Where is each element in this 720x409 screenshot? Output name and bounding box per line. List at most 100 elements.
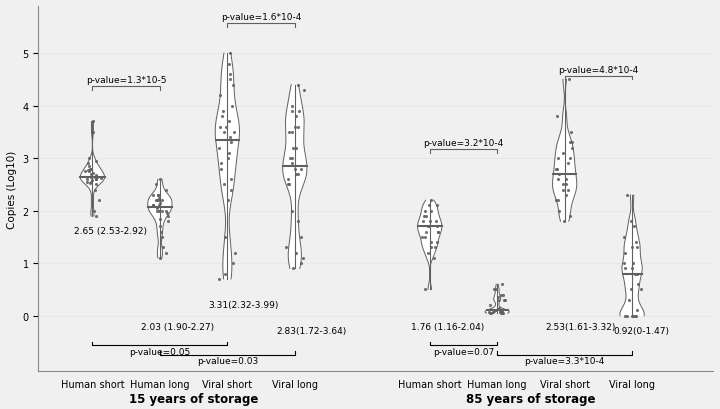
Point bbox=[635, 287, 647, 293]
Point bbox=[552, 198, 564, 204]
Point bbox=[631, 308, 642, 314]
Point bbox=[625, 287, 636, 293]
Y-axis label: Copies (Log10): Copies (Log10) bbox=[7, 150, 17, 228]
Point bbox=[632, 281, 644, 288]
Point bbox=[629, 313, 641, 319]
Point bbox=[629, 271, 641, 277]
Point bbox=[225, 177, 237, 183]
Point bbox=[560, 192, 572, 199]
Point bbox=[554, 171, 565, 178]
Point bbox=[214, 276, 225, 283]
Point bbox=[86, 178, 98, 184]
Point bbox=[492, 297, 504, 303]
Point bbox=[487, 308, 499, 315]
Point bbox=[90, 177, 102, 183]
Point bbox=[153, 192, 164, 199]
Point bbox=[91, 177, 102, 183]
Point bbox=[226, 103, 238, 110]
Point bbox=[153, 192, 164, 199]
Point bbox=[626, 265, 638, 272]
Point bbox=[225, 187, 236, 193]
Point bbox=[423, 203, 435, 209]
Point bbox=[626, 245, 637, 251]
Point bbox=[153, 208, 164, 214]
Point bbox=[89, 174, 101, 180]
Point bbox=[431, 203, 443, 209]
Point bbox=[298, 88, 310, 94]
Point bbox=[562, 187, 573, 193]
Point bbox=[93, 198, 104, 204]
Point bbox=[621, 192, 632, 199]
Text: 85 years of storage: 85 years of storage bbox=[466, 392, 595, 405]
Point bbox=[417, 234, 428, 240]
Point bbox=[88, 170, 99, 177]
Point bbox=[160, 208, 171, 214]
Point bbox=[485, 310, 497, 316]
Point bbox=[215, 166, 227, 173]
Point bbox=[497, 292, 508, 298]
Point bbox=[498, 310, 509, 317]
Point bbox=[85, 179, 96, 186]
Point bbox=[292, 171, 304, 178]
Point bbox=[219, 271, 230, 277]
Point bbox=[495, 308, 506, 314]
Point bbox=[624, 297, 635, 303]
Point bbox=[425, 239, 436, 246]
Point bbox=[557, 187, 569, 193]
Point bbox=[286, 208, 297, 214]
Point bbox=[552, 155, 564, 162]
Point bbox=[631, 239, 642, 246]
Text: 1.76 (1.16-2.04): 1.76 (1.16-2.04) bbox=[411, 322, 484, 331]
Point bbox=[297, 255, 309, 262]
Point bbox=[148, 203, 159, 209]
Point bbox=[217, 108, 229, 115]
Point bbox=[433, 229, 444, 236]
Point bbox=[228, 82, 239, 89]
Point bbox=[620, 250, 631, 256]
Point bbox=[225, 140, 237, 146]
Point bbox=[618, 234, 630, 240]
Point bbox=[161, 187, 172, 193]
Point bbox=[565, 129, 577, 136]
Point bbox=[150, 198, 162, 204]
Point bbox=[220, 124, 231, 131]
Point bbox=[291, 114, 302, 120]
Point bbox=[295, 260, 307, 267]
Point bbox=[426, 208, 437, 214]
Point bbox=[418, 213, 430, 220]
Point bbox=[287, 155, 298, 162]
Point bbox=[91, 174, 102, 180]
Point bbox=[85, 166, 96, 173]
Point bbox=[294, 166, 306, 173]
Text: p-value=3.3*10-4: p-value=3.3*10-4 bbox=[524, 356, 605, 365]
Point bbox=[155, 224, 166, 230]
Point bbox=[148, 203, 159, 209]
Point bbox=[161, 250, 172, 256]
Point bbox=[215, 124, 226, 131]
Text: 15 years of storage: 15 years of storage bbox=[129, 392, 258, 405]
Point bbox=[287, 103, 298, 110]
Point bbox=[484, 302, 495, 309]
Point bbox=[422, 250, 433, 256]
Point bbox=[150, 182, 161, 188]
Point bbox=[89, 208, 100, 214]
Point bbox=[433, 229, 444, 236]
Point bbox=[156, 208, 168, 214]
Point bbox=[618, 265, 630, 272]
Point bbox=[495, 308, 507, 315]
Point bbox=[156, 234, 168, 240]
Point bbox=[287, 108, 298, 115]
Point bbox=[496, 310, 508, 317]
Point bbox=[496, 308, 508, 315]
Point bbox=[488, 308, 500, 315]
Point bbox=[81, 177, 93, 183]
Point bbox=[559, 177, 571, 183]
Point bbox=[216, 114, 228, 120]
Point bbox=[162, 213, 174, 220]
Point bbox=[89, 187, 101, 193]
Point bbox=[492, 294, 504, 301]
Point bbox=[223, 119, 235, 126]
Point bbox=[429, 245, 441, 251]
Point bbox=[557, 151, 568, 157]
Point bbox=[82, 161, 94, 167]
